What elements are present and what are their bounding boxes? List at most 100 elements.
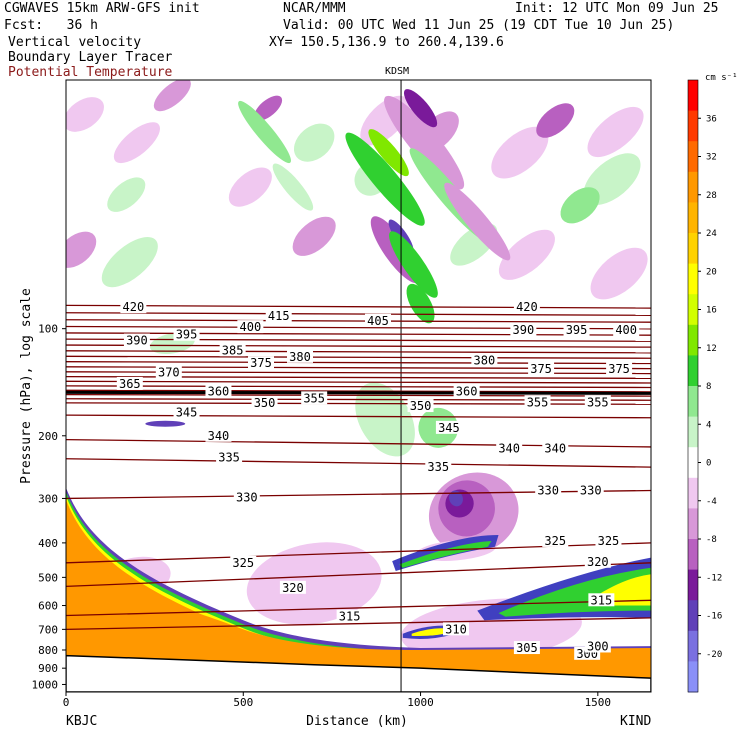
theta-label-bg — [584, 554, 611, 568]
y-tick-label: 200 — [38, 430, 58, 443]
theta-label: 405 — [365, 313, 391, 328]
velocity-cell — [228, 167, 272, 207]
theta-label-text: 340 — [208, 429, 230, 443]
theta-label-text: 330 — [537, 484, 559, 498]
theta-label-text: 315 — [591, 593, 613, 607]
theta-label-bg — [425, 460, 452, 474]
theta-contour — [65, 402, 652, 405]
theta-contour — [65, 458, 652, 468]
marker-station-label: KDSM — [385, 66, 409, 77]
theta-label: 345 — [435, 420, 462, 435]
x-axis-label: Distance (km) — [306, 714, 408, 729]
velocity-cell — [113, 122, 160, 164]
x-tick-label: 0 — [63, 696, 70, 709]
theta-label: 345 — [173, 405, 200, 419]
theta-label-bg — [435, 420, 462, 434]
theta-label-text: 395 — [566, 323, 588, 337]
theta-label-text: 320 — [282, 581, 304, 595]
theta-contour — [65, 366, 652, 370]
bl-tracer-plume — [399, 540, 492, 568]
theta-contour — [65, 332, 652, 336]
theta-label-bg — [365, 313, 391, 327]
theta-label: 385 — [219, 343, 246, 357]
theta-label-bg — [528, 362, 555, 376]
theta-label: 395 — [173, 327, 200, 342]
theta-label-text: 340 — [544, 441, 566, 455]
theta-label-bg — [606, 362, 633, 376]
y-tick-label: 300 — [38, 492, 58, 505]
theta-label: 395 — [563, 323, 590, 337]
theta-label-text: 335 — [218, 450, 240, 464]
theta-label-bg — [563, 323, 590, 337]
colorbar-label: 20 — [706, 267, 717, 277]
theta-contour — [65, 398, 652, 401]
x-axis: 0 500 1000 1500 — [63, 692, 611, 709]
velocity-cell — [66, 97, 104, 132]
theta-contour — [65, 380, 652, 384]
theta-label: 330 — [535, 483, 562, 498]
colorbar-swatch — [688, 416, 698, 448]
header-xy: XY= 150.5,136.9 to 260.4,139.6 — [269, 35, 504, 50]
velocity-cell — [254, 95, 283, 121]
theta-contours: 420 415 405 400 395 390 385 380 375 370 365 360 355 3… — [65, 300, 652, 661]
theta-label: 330 — [233, 490, 260, 504]
theta-label-bg — [542, 533, 569, 547]
theta-label-bg — [584, 639, 611, 653]
velocity-band — [272, 163, 314, 211]
theta-label-text: 355 — [587, 395, 609, 409]
theta-label-text: 395 — [176, 328, 198, 342]
velocity-band — [406, 283, 435, 324]
colorbar-label: 16 — [706, 306, 717, 316]
theta-label-bg — [584, 395, 611, 409]
theta-label: 340 — [542, 441, 569, 455]
theta-label-text: 380 — [289, 350, 311, 364]
velocity-cell — [498, 229, 555, 280]
theta-label-text: 325 — [544, 534, 566, 548]
theta-label: 355 — [584, 395, 611, 409]
end-station-label: KIND — [620, 714, 651, 729]
theta-label-text: 375 — [608, 362, 630, 376]
theta-label-bg — [123, 333, 150, 347]
theta-label-bg — [287, 349, 313, 363]
velocity-cell — [536, 103, 575, 138]
theta-contour — [65, 489, 652, 500]
theta-label: 305 — [513, 641, 540, 655]
y-axis-label: Pressure (hPa), log scale — [19, 288, 34, 484]
y-tick-label: 700 — [38, 623, 58, 636]
theta-label-bg — [248, 356, 274, 370]
theta-label-bg — [155, 365, 182, 379]
x-tick-label: 1000 — [407, 696, 434, 709]
theta-label: 335 — [216, 450, 243, 464]
theta-label-text: 405 — [367, 314, 389, 328]
theta-label-text: 400 — [240, 320, 262, 334]
velocity-band — [403, 89, 438, 128]
theta-label-bg — [513, 641, 540, 655]
theta-contour — [65, 389, 652, 393]
theta-label-text: 325 — [598, 534, 620, 548]
theta-label: 390 — [123, 333, 150, 348]
plot-frame — [65, 79, 652, 693]
y-tick-label: 400 — [38, 537, 58, 550]
theta-label: 340 — [205, 428, 232, 443]
theta-label: 380 — [471, 353, 498, 368]
theta-label-bg — [542, 441, 569, 455]
header-field-bl-tracer: Boundary Layer Tracer — [8, 50, 173, 65]
velocity-cell — [153, 80, 191, 112]
y-tick-label: 600 — [38, 600, 58, 613]
theta-label: 325 — [230, 555, 257, 570]
y-tick-label: 800 — [38, 644, 58, 657]
theta-label: 355 — [301, 391, 328, 405]
colorbar-swatch — [688, 294, 698, 326]
velocity-cell — [246, 542, 382, 625]
theta-label: 325 — [595, 533, 622, 548]
y-tick-label: 100 — [38, 323, 58, 336]
theta-label-text: 310 — [445, 622, 467, 636]
theta-label-text: 325 — [232, 556, 254, 570]
theta-label-text: 315 — [339, 610, 361, 624]
colorbar-swatch — [688, 569, 698, 601]
velocity-cell — [560, 187, 600, 224]
colorbar-swatch — [688, 447, 698, 479]
theta-label-bg — [216, 450, 243, 464]
colorbar-swatch — [688, 263, 698, 295]
theta-label: 300 — [584, 639, 611, 653]
